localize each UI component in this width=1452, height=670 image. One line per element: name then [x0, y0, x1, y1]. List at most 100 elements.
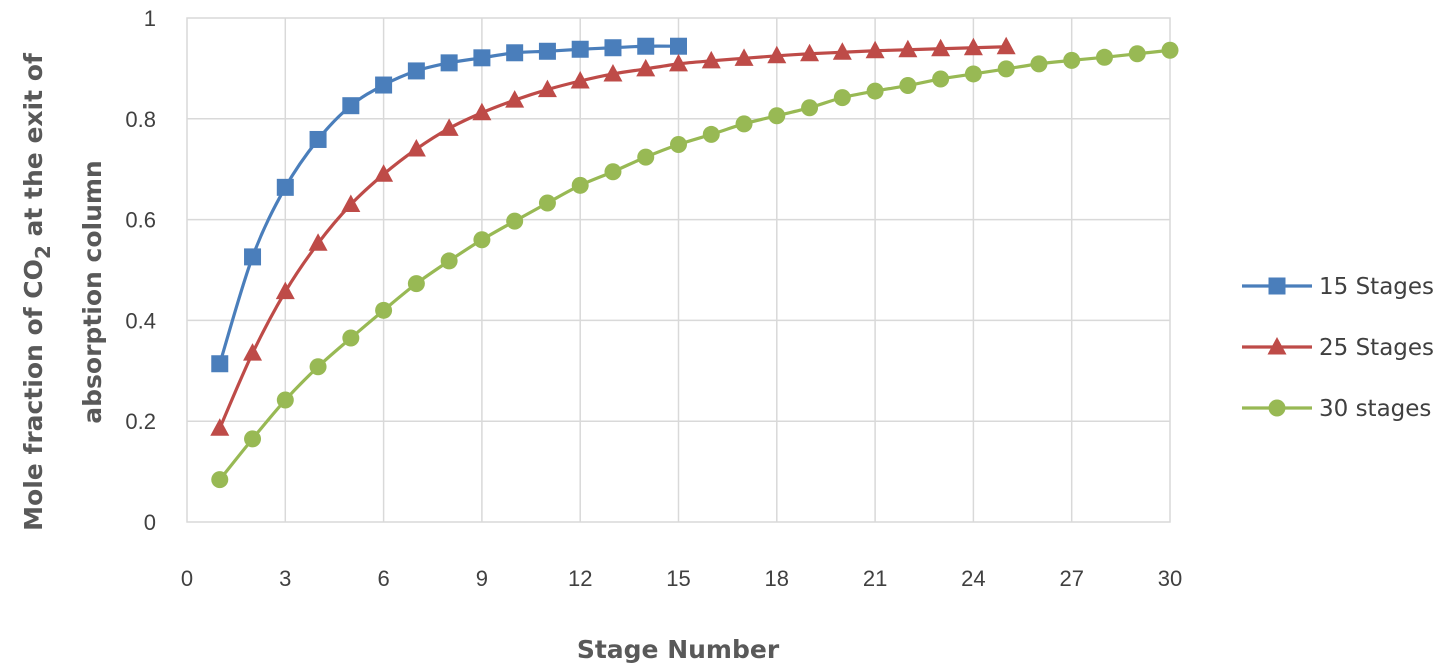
data-point: [1128, 45, 1146, 63]
x-axis-title: Stage Number: [577, 635, 780, 664]
x-tick-label: 24: [961, 566, 985, 591]
series-line-25-stages: [218, 45, 1007, 429]
series-15-stages: [211, 37, 687, 373]
data-point: [210, 418, 230, 436]
data-point: [342, 97, 360, 115]
y-axis-title-group: Mole fraction of CO2 at the exit of abso…: [19, 52, 107, 531]
data-point: [964, 65, 982, 83]
data-point: [211, 355, 229, 373]
data-point: [669, 53, 688, 72]
x-tick-label: 27: [1059, 566, 1083, 591]
data-point: [604, 163, 622, 181]
data-point: [440, 54, 458, 72]
legend-marker: [1268, 399, 1286, 417]
data-point: [375, 301, 393, 319]
data-point: [538, 42, 556, 60]
data-point: [1161, 41, 1179, 59]
y-axis-title-prefix: Mole fraction of CO: [19, 259, 48, 531]
data-point: [865, 40, 885, 59]
data-point: [506, 212, 524, 230]
data-point: [637, 148, 655, 166]
data-point: [603, 63, 623, 82]
data-point: [636, 58, 656, 77]
data-point: [1095, 48, 1113, 66]
data-point: [506, 44, 524, 62]
legend-item-30-stages: 30 stages: [1242, 396, 1431, 422]
data-point: [276, 391, 294, 409]
y-tick-label: 0.2: [125, 409, 156, 434]
data-point: [243, 343, 263, 361]
data-point: [308, 233, 328, 251]
data-point: [571, 176, 589, 194]
x-tick-label: 0: [181, 566, 193, 591]
data-point: [537, 79, 557, 98]
data-point: [341, 194, 361, 212]
data-point: [996, 36, 1016, 55]
data-point: [472, 102, 492, 121]
legend-label: 25 Stages: [1319, 335, 1434, 361]
y-tick-label: 1: [144, 6, 156, 31]
data-point: [1030, 55, 1048, 73]
data-point: [767, 45, 787, 64]
x-tick-label: 21: [863, 566, 887, 591]
series-25-stages: [210, 36, 1016, 436]
legend: 15 Stages 25 Stages 30 stages: [1242, 274, 1434, 422]
series-line-15-stages: [218, 44, 679, 365]
y-axis-title-line2: absorption column: [78, 160, 107, 423]
y-axis-title-suffix: at the exit of: [19, 52, 48, 245]
data-point: [211, 471, 229, 489]
series-layer: [210, 36, 1179, 489]
series-line-30-stages: [218, 48, 1171, 481]
data-point: [407, 62, 425, 80]
data-point: [899, 77, 917, 95]
grid-lines: [187, 18, 1170, 522]
data-point: [800, 43, 820, 62]
data-point: [701, 50, 721, 69]
legend-marker: [1267, 337, 1287, 355]
data-point: [244, 248, 262, 266]
data-point: [538, 194, 556, 212]
data-point: [571, 40, 589, 58]
data-point: [702, 125, 720, 143]
data-point: [931, 38, 951, 57]
data-point: [276, 178, 294, 196]
data-point: [473, 49, 491, 67]
data-point: [439, 118, 459, 136]
data-point: [866, 82, 884, 100]
data-point: [342, 329, 360, 347]
data-point: [898, 39, 918, 58]
data-point: [768, 107, 786, 125]
series-30-stages: [211, 41, 1179, 489]
legend-label: 15 Stages: [1319, 274, 1434, 300]
data-point: [833, 89, 851, 107]
x-axis-ticks: 0 3 6 9 12 15 18 21 24 27 30: [181, 566, 1182, 591]
x-tick-label: 6: [377, 566, 389, 591]
data-point: [1063, 51, 1081, 69]
data-point: [375, 76, 393, 94]
data-point: [734, 48, 754, 66]
data-point: [244, 430, 262, 448]
data-point: [963, 37, 983, 56]
legend-marker: [1268, 277, 1286, 295]
x-tick-label: 30: [1158, 566, 1182, 591]
y-axis-ticks: 0 0.2 0.4 0.6 0.8 1: [125, 6, 156, 535]
data-point: [570, 71, 590, 89]
x-tick-label: 18: [765, 566, 789, 591]
data-point: [406, 139, 426, 157]
data-point: [309, 130, 327, 148]
x-tick-label: 12: [568, 566, 592, 591]
y-tick-label: 0: [144, 510, 156, 535]
data-point: [309, 358, 327, 376]
legend-item-25-stages: 25 Stages: [1242, 335, 1434, 361]
legend-label: 30 stages: [1319, 396, 1431, 422]
y-axis-title-subscript: 2: [31, 245, 55, 259]
y-tick-label: 0.6: [125, 208, 156, 233]
data-point: [440, 252, 458, 270]
data-point: [735, 115, 753, 133]
data-point: [997, 60, 1015, 78]
data-point: [275, 281, 295, 300]
data-point: [505, 90, 525, 108]
x-tick-label: 9: [476, 566, 488, 591]
data-point: [604, 39, 622, 57]
